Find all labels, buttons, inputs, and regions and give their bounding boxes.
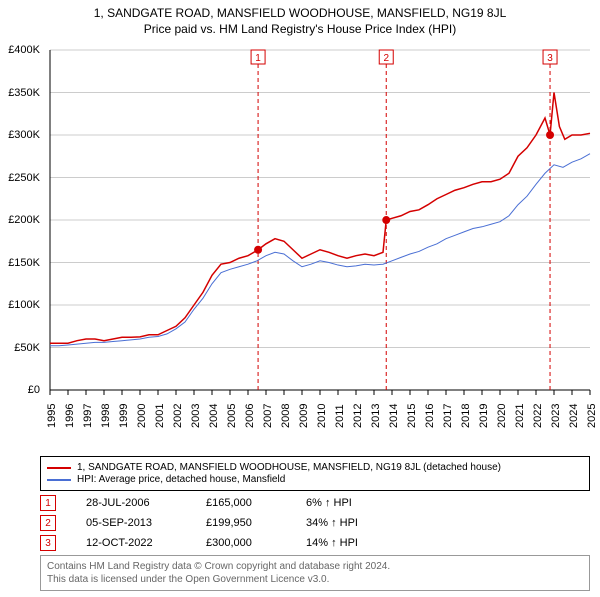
x-tick-label: 2024 xyxy=(568,404,580,428)
x-tick-label: 2025 xyxy=(586,404,598,428)
svg-text:1: 1 xyxy=(255,53,261,64)
sale-price: £300,000 xyxy=(206,537,276,549)
x-tick-label: 2000 xyxy=(136,404,148,428)
x-tick-label: 2015 xyxy=(406,404,418,428)
sales-table: 1 28-JUL-2006 £165,000 6% ↑ HPI 2 05-SEP-2013… xyxy=(40,495,590,551)
chart-area: 1 2 3 £0 £50K £100K £150K £200K £250K £300K £350K… xyxy=(0,40,600,450)
attribution-line2: This data is licensed under the Open Gov… xyxy=(47,573,583,586)
sale-row: 1 28-JUL-2006 £165,000 6% ↑ HPI xyxy=(40,495,590,511)
x-tick-label: 2012 xyxy=(352,404,364,428)
legend-swatch xyxy=(47,479,71,481)
x-tick-label: 2014 xyxy=(388,404,400,428)
x-tick-label: 2002 xyxy=(172,404,184,428)
y-tick-label: £200K xyxy=(8,214,40,226)
y-tick-label: £350K xyxy=(8,87,40,99)
sale-price: £199,950 xyxy=(206,517,276,529)
title-address: 1, SANDGATE ROAD, MANSFIELD WOODHOUSE, M… xyxy=(0,6,600,20)
sale-badge: 3 xyxy=(40,535,56,551)
sale-delta: 34% ↑ HPI xyxy=(306,517,396,529)
sale-date: 28-JUL-2006 xyxy=(86,497,176,509)
x-tick-label: 2023 xyxy=(550,404,562,428)
sale-date: 05-SEP-2013 xyxy=(86,517,176,529)
y-tick-label: £250K xyxy=(8,172,40,184)
x-tick-label: 2005 xyxy=(226,404,238,428)
svg-text:2: 2 xyxy=(383,53,389,64)
x-tick-label: 1995 xyxy=(46,404,58,428)
x-tick-label: 2007 xyxy=(262,404,274,428)
sale-date: 12-OCT-2022 xyxy=(86,537,176,549)
chart-svg: 1 2 3 xyxy=(0,40,600,450)
y-tick-label: £100K xyxy=(8,299,40,311)
y-tick-label: £300K xyxy=(8,129,40,141)
x-tick-label: 2021 xyxy=(514,404,526,428)
x-tick-label: 1997 xyxy=(82,404,94,428)
x-tick-label: 2017 xyxy=(442,404,454,428)
x-tick-label: 2009 xyxy=(298,404,310,428)
x-tick-label: 2006 xyxy=(244,404,256,428)
sale-price: £165,000 xyxy=(206,497,276,509)
legend-label: 1, SANDGATE ROAD, MANSFIELD WOODHOUSE, M… xyxy=(77,462,501,473)
sale-delta: 14% ↑ HPI xyxy=(306,537,396,549)
y-tick-label: £0 xyxy=(28,384,40,396)
y-tick-label: £150K xyxy=(8,257,40,269)
x-tick-label: 2022 xyxy=(532,404,544,428)
legend-item: HPI: Average price, detached house, Mans… xyxy=(47,474,583,485)
x-tick-label: 2019 xyxy=(478,404,490,428)
x-tick-label: 2018 xyxy=(460,404,472,428)
x-tick-label: 2001 xyxy=(154,404,166,428)
sale-delta: 6% ↑ HPI xyxy=(306,497,396,509)
x-tick-label: 2008 xyxy=(280,404,292,428)
sale-badge: 1 xyxy=(40,495,56,511)
x-tick-label: 2004 xyxy=(208,404,220,428)
attribution: Contains HM Land Registry data © Crown c… xyxy=(40,555,590,591)
sale-row: 2 05-SEP-2013 £199,950 34% ↑ HPI xyxy=(40,515,590,531)
legend-label: HPI: Average price, detached house, Mans… xyxy=(77,474,285,485)
svg-text:3: 3 xyxy=(547,53,553,64)
y-tick-label: £50K xyxy=(14,342,40,354)
legend-item: 1, SANDGATE ROAD, MANSFIELD WOODHOUSE, M… xyxy=(47,462,583,473)
chart-container: 1, SANDGATE ROAD, MANSFIELD WOODHOUSE, M… xyxy=(0,0,600,591)
attribution-line1: Contains HM Land Registry data © Crown c… xyxy=(47,560,583,573)
x-tick-label: 2016 xyxy=(424,404,436,428)
x-tick-label: 1998 xyxy=(100,404,112,428)
x-tick-label: 2003 xyxy=(190,404,202,428)
x-tick-label: 2010 xyxy=(316,404,328,428)
x-tick-label: 1996 xyxy=(64,404,76,428)
title-block: 1, SANDGATE ROAD, MANSFIELD WOODHOUSE, M… xyxy=(0,0,600,40)
x-tick-label: 1999 xyxy=(118,404,130,428)
x-tick-label: 2013 xyxy=(370,404,382,428)
sale-badge: 2 xyxy=(40,515,56,531)
legend: 1, SANDGATE ROAD, MANSFIELD WOODHOUSE, M… xyxy=(40,456,590,491)
title-subtitle: Price paid vs. HM Land Registry's House … xyxy=(0,22,600,36)
legend-swatch xyxy=(47,467,71,469)
y-tick-label: £400K xyxy=(8,44,40,56)
sale-row: 3 12-OCT-2022 £300,000 14% ↑ HPI xyxy=(40,535,590,551)
x-tick-label: 2020 xyxy=(496,404,508,428)
x-tick-label: 2011 xyxy=(334,404,346,428)
